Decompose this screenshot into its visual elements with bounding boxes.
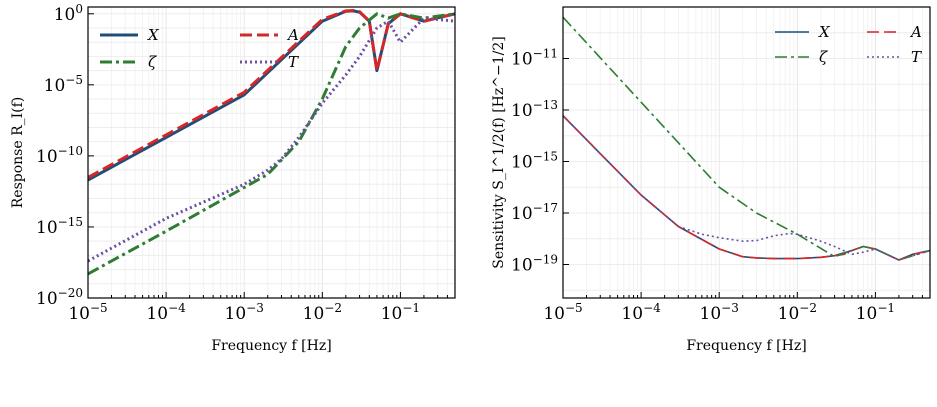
y-tick-label: 10−5 [44,73,83,96]
series-group [563,16,930,261]
x-tick-label: 10−5 [68,301,107,324]
y-axis-title: Sensitivity S_I^1/2(f) [Hz^−1/2] [491,36,507,268]
chart-panel-1: 10−5 10−4 10−3 10−2 10−1 10−20 10−15 10−10 10−5 1… [10,2,456,354]
series-line-1 [88,9,455,179]
plot-frame [562,6,931,299]
y-tick-label: 10−13 [511,98,558,121]
x-tick-label: 10−2 [778,301,817,324]
y-tick-label: 10−20 [36,286,83,309]
x-tick-label: 10−1 [381,301,420,324]
y-tick-label: 10−11 [511,46,558,69]
legend: Xζ AT [100,26,299,71]
legend-label: ζ [819,48,828,66]
legend-label: A [286,26,299,44]
series-line-1 [563,115,930,261]
grid [88,7,455,298]
chart-panel-2: 10−5 10−4 10−3 10−2 10−1 10−19 10−17 10−15 10−13… [491,6,931,354]
legend-label: A [909,23,922,41]
legend-label: X [147,26,160,44]
series-line-2 [88,12,455,276]
x-tick-label: 10−2 [303,301,342,324]
y-tick-label: 10−15 [511,149,558,172]
legend-label: T [288,53,299,71]
y-tick-label: 10−17 [511,201,558,224]
y-tick-label: 10−10 [36,144,83,167]
series-line-2 [563,16,930,261]
legend-label: ζ [148,53,157,71]
x-axis-title: Frequency f [Hz] [686,338,806,354]
y-axis-title: Response R_I(f) [10,97,26,209]
legend-label: T [911,48,922,66]
x-tick-label: 10−1 [856,301,895,324]
y-tick-label: 10−15 [36,215,83,238]
y-tick-label: 100 [54,2,83,25]
x-tick-label: 10−5 [543,301,582,324]
grid [563,7,930,298]
plot-frame [87,6,456,299]
x-tick-label: 10−4 [146,301,186,324]
y-tick-label: 10−19 [511,252,558,275]
series-group [88,9,455,276]
series-line-3 [88,16,455,263]
x-tick-label: 10−3 [700,301,739,324]
x-tick-label: 10−3 [225,301,264,324]
x-axis-title: Frequency f [Hz] [211,338,331,354]
legend-label: X [818,23,831,41]
series-line-3 [563,115,930,261]
legend: Xζ AT [775,23,922,66]
x-tick-label: 10−4 [621,301,661,324]
